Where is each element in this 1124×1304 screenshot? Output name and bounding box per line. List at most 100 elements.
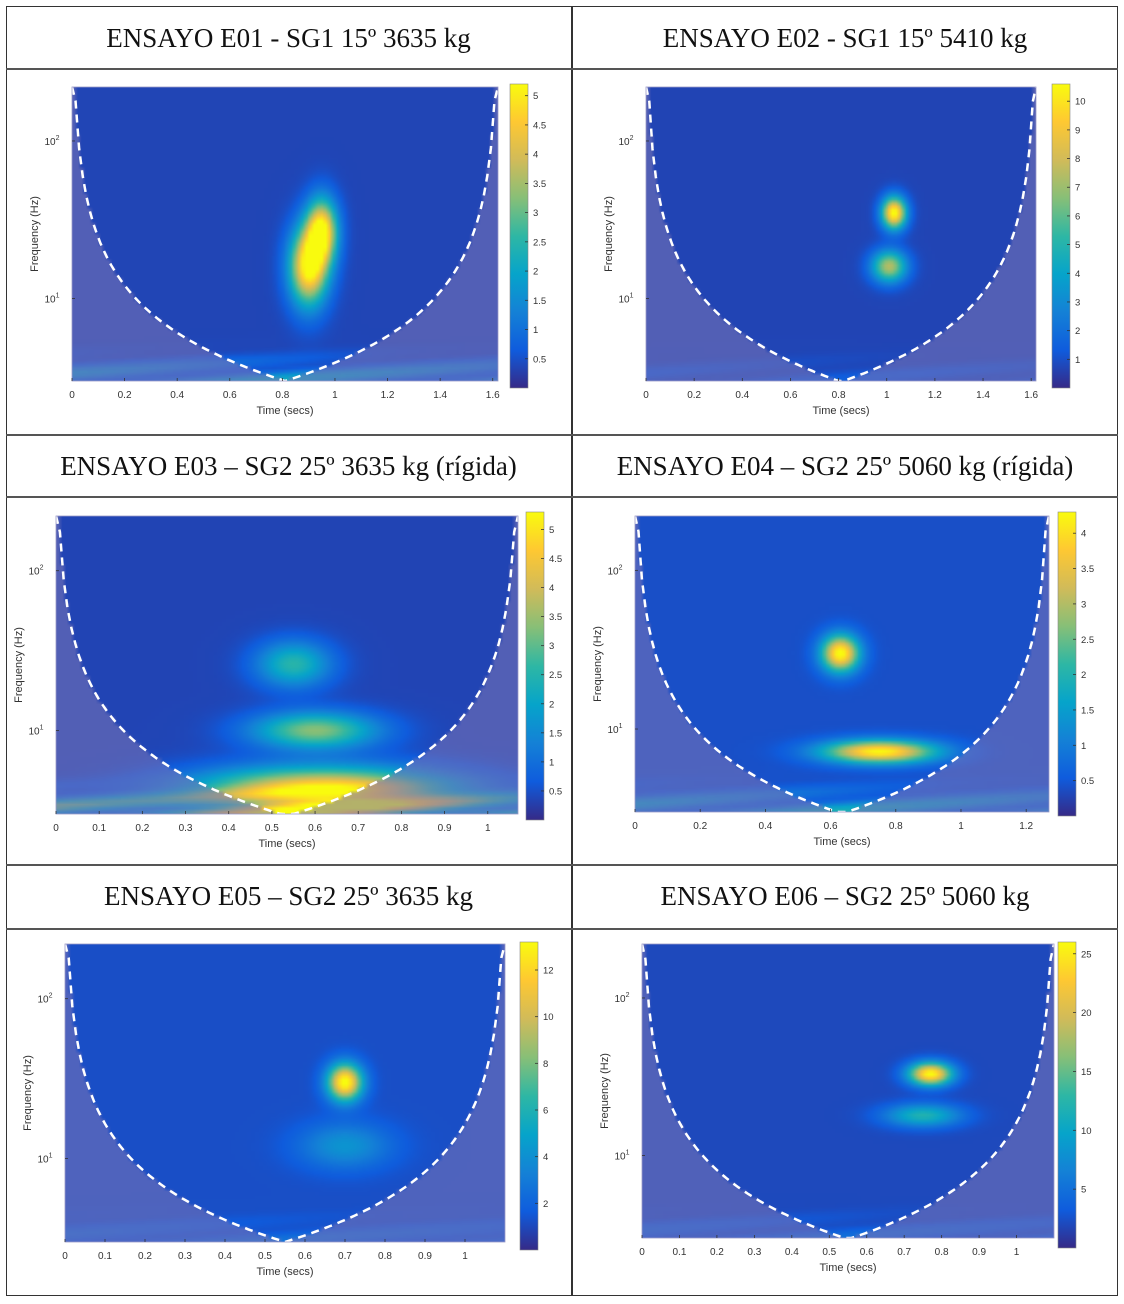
colorbar-tick-label: 2.5: [1081, 635, 1094, 646]
x-tick-label: 0.8: [935, 1247, 949, 1258]
colorbar-tick-label: 1: [533, 325, 538, 336]
colorbar-tick-label: 6: [543, 1106, 548, 1117]
colorbar-tick-label: 15: [1081, 1067, 1092, 1078]
colorbar-tick-label: 4.5: [549, 554, 562, 565]
x-tick-label: 0.8: [394, 823, 408, 834]
x-tick-label: 0.2: [138, 1251, 152, 1262]
colorbar-tick-label: 10: [1081, 1126, 1092, 1137]
x-tick-label: 0: [62, 1251, 68, 1262]
colorbar-tick-label: 3: [1075, 297, 1080, 308]
colorbar-tick-label: 10: [1075, 97, 1086, 108]
x-tick-label: 0.2: [135, 823, 149, 834]
x-tick-label: 0.2: [710, 1247, 724, 1258]
x-tick-label: 0.8: [832, 390, 846, 401]
x-tick-label: 1: [462, 1251, 468, 1262]
x-tick-label: 0.7: [351, 823, 365, 834]
x-tick-label: 0.5: [258, 1251, 272, 1262]
colorbar-tick-label: 1: [549, 757, 554, 768]
y-tick-exponent: 1: [40, 724, 44, 731]
x-axis-label: Time (secs): [812, 405, 869, 417]
y-tick-exponent: 2: [40, 565, 44, 572]
colorbar-tick-label: 4: [549, 583, 554, 594]
scalogram-e01: 0 0.2 0.4 0.6 0.8 1 1.2 1.4 1.6 Time (secs) 101 102…: [29, 83, 546, 417]
heatmap-image: [635, 516, 1049, 812]
y-axis-label: Frequency (Hz): [592, 626, 604, 702]
y-axis-label: Frequency (Hz): [603, 196, 615, 272]
table-divider: [6, 928, 1118, 930]
coi-boundary-line: [54, 515, 520, 816]
colorbar-tick-label: 0.5: [1081, 776, 1094, 787]
x-tick-label: 0.6: [298, 1251, 312, 1262]
colorbar-tick-label: 8: [543, 1059, 548, 1070]
colorbar-tick-label: 3: [549, 641, 554, 652]
x-tick-label: 0.1: [673, 1247, 687, 1258]
scalogram-e06: 0 0.1 0.2 0.3 0.4 0.5 0.6 0.7 0.8 0.9 1 Time (secs)…: [599, 941, 1092, 1274]
colorbar-tick-label: 1: [1081, 741, 1086, 752]
heatmap-image: [646, 87, 1036, 381]
x-tick-label: 0.4: [735, 390, 749, 401]
x-tick-label: 0.4: [170, 390, 184, 401]
x-tick-label: 0.7: [338, 1251, 352, 1262]
x-axis-label: Time (secs): [819, 1262, 876, 1274]
x-tick-label: 1.4: [976, 390, 990, 401]
colorbar-tick-label: 2: [549, 699, 554, 710]
y-tick-label: 102: [37, 993, 52, 1006]
colorbar: [525, 511, 545, 821]
x-tick-label: 0: [639, 1247, 645, 1258]
x-tick-label: 1.4: [433, 390, 447, 401]
colorbar-tick-label: 4: [543, 1152, 548, 1163]
colorbar-tick-label: 12: [543, 966, 554, 977]
colorbar-tick-label: 1.5: [533, 296, 546, 307]
x-tick-label: 0.6: [783, 390, 797, 401]
colorbar-tick-label: 8: [1075, 154, 1080, 165]
x-tick-label: 1.2: [381, 390, 395, 401]
y-tick-exponent: 1: [56, 293, 60, 300]
x-tick-label: 1.6: [486, 390, 500, 401]
colorbar-tick-label: 4: [1081, 529, 1086, 540]
y-axis-label: Frequency (Hz): [13, 627, 25, 703]
y-tick-label: 101: [618, 293, 633, 306]
colorbar-tick-label: 5: [1081, 1185, 1086, 1196]
colorbar-tick-label: 6: [1075, 211, 1080, 222]
colorbar: [1057, 511, 1077, 817]
colorbar-tick-label: 2.5: [533, 237, 546, 248]
y-tick-exponent: 1: [626, 1150, 630, 1157]
x-tick-label: 0.6: [308, 823, 322, 834]
x-tick-label: 0.4: [785, 1247, 799, 1258]
table-divider: [6, 496, 1118, 498]
x-tick-label: 0.6: [824, 821, 838, 832]
heatmap-image: [65, 944, 505, 1242]
y-tick-label: 101: [28, 724, 43, 737]
y-tick-label: 102: [44, 135, 59, 148]
colorbar-tick-label: 9: [1075, 125, 1080, 136]
x-tick-label: 0.9: [972, 1247, 986, 1258]
y-tick-label: 101: [607, 723, 622, 736]
y-tick-exponent: 2: [56, 135, 60, 142]
colorbar-tick-label: 7: [1075, 183, 1080, 194]
colorbar-tick-label: 0.5: [549, 786, 562, 797]
colorbar-tick-label: 2: [543, 1199, 548, 1210]
table-divider: [6, 68, 1118, 70]
x-tick-label: 0.5: [822, 1247, 836, 1258]
table-divider: [6, 434, 1118, 436]
scalogram-e04: 0 0.2 0.4 0.6 0.8 1 1.2 Time (secs) 101 102 Freque…: [592, 511, 1094, 848]
scalogram-e03: 0 0.1 0.2 0.3 0.4 0.5 0.6 0.7 0.8 0.9 1 Time (secs)…: [13, 511, 562, 850]
colorbar-tick-label: 0.5: [533, 354, 546, 365]
x-tick-label: 0.9: [418, 1251, 432, 1262]
colorbar-tick-label: 20: [1081, 1008, 1092, 1019]
x-tick-label: 0.7: [897, 1247, 911, 1258]
x-tick-label: 0.5: [265, 823, 279, 834]
x-tick-label: 0.8: [889, 821, 903, 832]
y-axis-label: Frequency (Hz): [599, 1053, 611, 1129]
x-tick-label: 0.2: [118, 390, 132, 401]
colorbar-tick-label: 2: [1081, 670, 1086, 681]
x-tick-label: 0: [69, 390, 75, 401]
x-tick-label: 1: [1014, 1247, 1020, 1258]
y-tick-exponent: 2: [619, 564, 623, 571]
x-axis-label: Time (secs): [258, 838, 315, 850]
x-tick-label: 0.4: [218, 1251, 232, 1262]
colorbar-tick-label: 3: [533, 208, 538, 219]
colorbar-tick-label: 5: [1075, 240, 1080, 251]
x-tick-label: 0.8: [378, 1251, 392, 1262]
